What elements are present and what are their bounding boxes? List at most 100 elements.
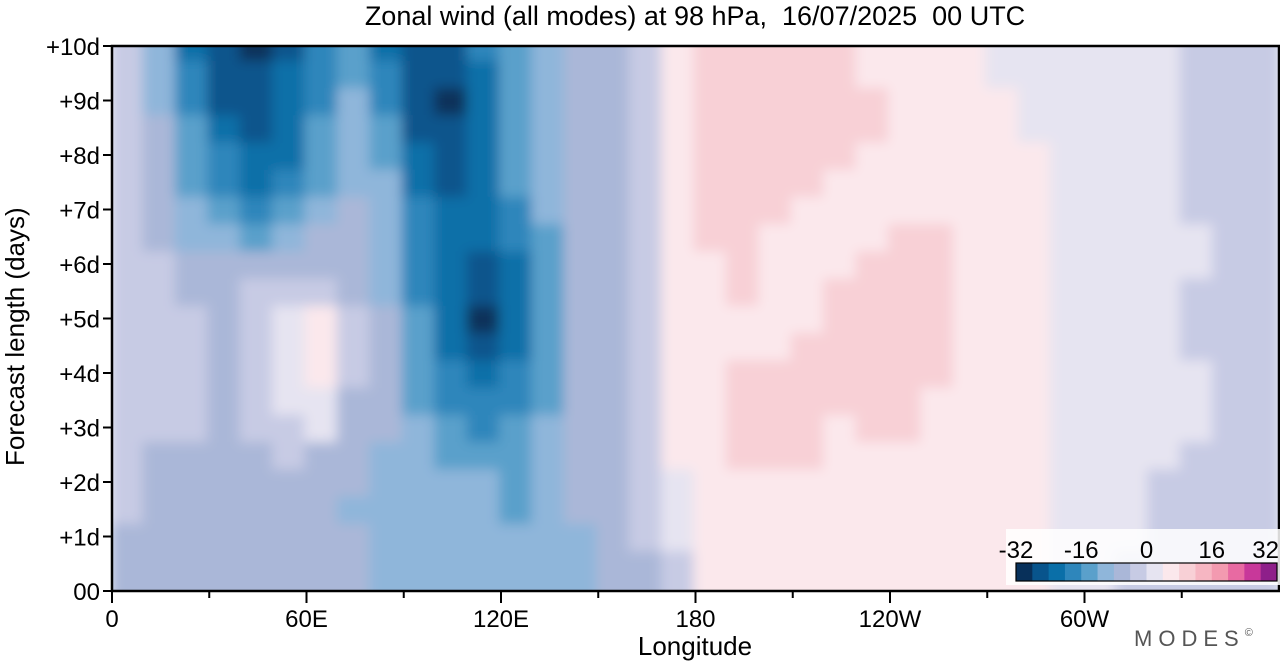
heatmap-cell: [207, 58, 244, 88]
heatmap-cell: [239, 140, 277, 170]
heatmap-cell: [596, 549, 633, 579]
heatmap-cell: [920, 358, 957, 388]
heatmap-cell: [1017, 440, 1055, 470]
heatmap-cell: [142, 276, 179, 306]
heatmap-cell: [1179, 276, 1217, 306]
heatmap-cell: [1244, 385, 1279, 415]
heatmap-cell: [531, 412, 568, 443]
heatmap-cell: [790, 303, 828, 334]
heatmap-cell: [531, 46, 568, 61]
heatmap-cell: [142, 467, 179, 497]
heatmap-cell: [239, 46, 277, 61]
heatmap-cell: [563, 576, 601, 591]
heatmap-cell: [369, 494, 406, 524]
heatmap-cell: [466, 167, 503, 197]
colorbar-swatch: [1146, 563, 1164, 581]
x-tick-label: 120W: [859, 606, 922, 633]
heatmap-cell: [1082, 140, 1119, 170]
heatmap-cell: [239, 303, 277, 334]
heatmap-cell: [239, 440, 277, 470]
heatmap-cell: [1017, 412, 1055, 443]
heatmap-cell: [952, 222, 990, 252]
heatmap-cell: [985, 222, 1022, 252]
heatmap-cell: [888, 303, 925, 334]
heatmap-cell: [499, 167, 536, 197]
heatmap-cell: [888, 494, 925, 524]
heatmap-cell: [823, 358, 860, 388]
heatmap-cell: [725, 194, 763, 225]
heatmap-cell: [985, 440, 1022, 470]
heatmap-cell: [304, 549, 341, 579]
heatmap-cell: [693, 222, 730, 252]
heatmap-cell: [1050, 113, 1087, 143]
colorbar-swatch: [1211, 563, 1229, 581]
y-axis: 00 +1d +2d +3d +4d +5d +6d +7d +8d +9d +10d: [46, 34, 112, 606]
heatmap-cell: [790, 549, 828, 579]
heatmap-cell: [693, 467, 730, 497]
heatmap-cell: [985, 140, 1022, 170]
heatmap-cell: [823, 467, 860, 497]
heatmap-cell: [272, 440, 309, 470]
heatmap-cell: [207, 576, 244, 591]
heatmap-cell: [1244, 331, 1279, 361]
wind-field-heatmap: [112, 46, 1279, 591]
heatmap-cell: [1212, 467, 1249, 497]
heatmap-cell: [563, 194, 601, 225]
heatmap-cell: [1017, 113, 1055, 143]
heatmap-cell: [112, 167, 147, 197]
heatmap-cell: [499, 58, 536, 88]
heatmap-cell: [1212, 494, 1249, 524]
heatmap-cell: [1050, 85, 1087, 116]
colorbar-swatch: [1195, 563, 1213, 581]
heatmap-cell: [596, 194, 633, 225]
heatmap-cell: [1212, 167, 1249, 197]
heatmap-cell: [401, 46, 439, 61]
heatmap-cell: [1114, 58, 1152, 88]
heatmap-cell: [758, 358, 795, 388]
heatmap-cell: [628, 303, 666, 334]
heatmap-cell: [531, 467, 568, 497]
heatmap-cell: [1179, 249, 1217, 279]
heatmap-cell: [693, 576, 730, 591]
heatmap-cell: [628, 85, 666, 116]
heatmap-cell: [1114, 467, 1152, 497]
heatmap-cell: [499, 140, 536, 170]
colorbar-swatch: [1032, 563, 1050, 581]
heatmap-cell: [693, 85, 730, 116]
heatmap-cell: [661, 467, 698, 497]
heatmap-cell: [628, 58, 666, 88]
heatmap-cell: [823, 549, 860, 579]
heatmap-cell: [1244, 222, 1279, 252]
heatmap-cell: [920, 58, 957, 88]
heatmap-cell: [952, 167, 990, 197]
heatmap-cell: [693, 440, 730, 470]
heatmap-cell: [888, 167, 925, 197]
heatmap-cell: [304, 576, 341, 591]
heatmap-cell: [563, 412, 601, 443]
heatmap-cell: [855, 494, 892, 524]
heatmap-cell: [174, 276, 212, 306]
heatmap-cell: [174, 440, 212, 470]
heatmap-cell: [888, 276, 925, 306]
heatmap-cell: [855, 576, 892, 591]
heatmap-cell: [401, 576, 439, 591]
heatmap-cell: [855, 222, 892, 252]
heatmap-cell: [1050, 46, 1087, 61]
heatmap-cell: [952, 303, 990, 334]
heatmap-cell: [855, 549, 892, 579]
heatmap-cell: [466, 494, 503, 524]
heatmap-cell: [693, 412, 730, 443]
heatmap-cell: [823, 46, 860, 61]
heatmap-cell: [1244, 276, 1279, 306]
heatmap-cell: [920, 521, 957, 552]
heatmap-cell: [920, 140, 957, 170]
heatmap-cell: [112, 440, 147, 470]
heatmap-cell: [563, 140, 601, 170]
heatmap-cell: [596, 331, 633, 361]
heatmap-cell: [112, 222, 147, 252]
heatmap-cell: [272, 194, 309, 225]
heatmap-cell: [112, 358, 147, 388]
heatmap-cell: [758, 46, 795, 61]
heatmap-cell: [1050, 167, 1087, 197]
